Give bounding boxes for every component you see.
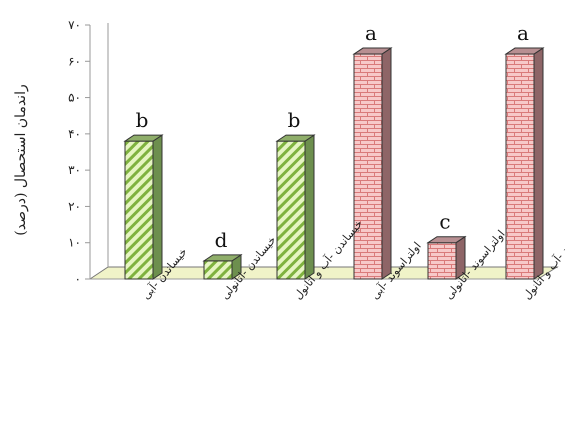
bar-top	[202, 254, 243, 262]
significance-label: c	[439, 210, 450, 234]
bar: c	[426, 210, 467, 280]
significance-label: b	[136, 108, 149, 132]
significance-label: a	[365, 21, 377, 45]
y-tick-label: ۳۰	[68, 163, 81, 177]
y-tick-label: ۷۰	[68, 18, 81, 32]
bar-front	[505, 53, 535, 280]
bars: b d b a c a	[123, 21, 545, 280]
bar-side	[152, 134, 163, 280]
significance-label: a	[517, 21, 529, 45]
bar-front	[203, 260, 233, 280]
bar: b	[123, 108, 164, 280]
y-tick-label: ۴۰	[68, 127, 81, 141]
bar-front	[427, 242, 457, 280]
bar-top	[504, 47, 545, 55]
category-labels: خیساندن -آبی خیساندن -اتانولی خیساندن -آب …	[139, 211, 565, 302]
bar-front	[353, 53, 383, 280]
significance-label: b	[288, 108, 301, 132]
bar: a	[352, 21, 393, 280]
bar: b	[275, 108, 316, 280]
bar-side	[533, 47, 544, 280]
y-tick-label: ۱۰	[68, 236, 81, 250]
bar-front	[276, 140, 306, 280]
bar: a	[504, 21, 545, 280]
y-tick-label: ۵۰	[68, 91, 81, 105]
bar-side	[304, 134, 315, 280]
y-tick-label: ۲۰	[68, 199, 81, 213]
y-tick-label: ۶۰	[68, 54, 81, 68]
bar: d	[202, 228, 243, 280]
bar-side	[381, 47, 392, 280]
y-axis: ۰ ۱۰ ۲۰ ۳۰ ۴۰ ۵۰ ۶۰ ۷۰	[68, 18, 538, 286]
significance-label: d	[215, 228, 228, 252]
bar-top	[275, 134, 316, 142]
bar-top	[352, 47, 393, 55]
y-tick-label: ۰	[75, 272, 81, 286]
bar-top	[426, 236, 467, 244]
bar-front	[124, 140, 154, 280]
y-axis-label: راندمان استحصال (درصد)	[13, 84, 29, 235]
bar-top	[123, 134, 164, 142]
